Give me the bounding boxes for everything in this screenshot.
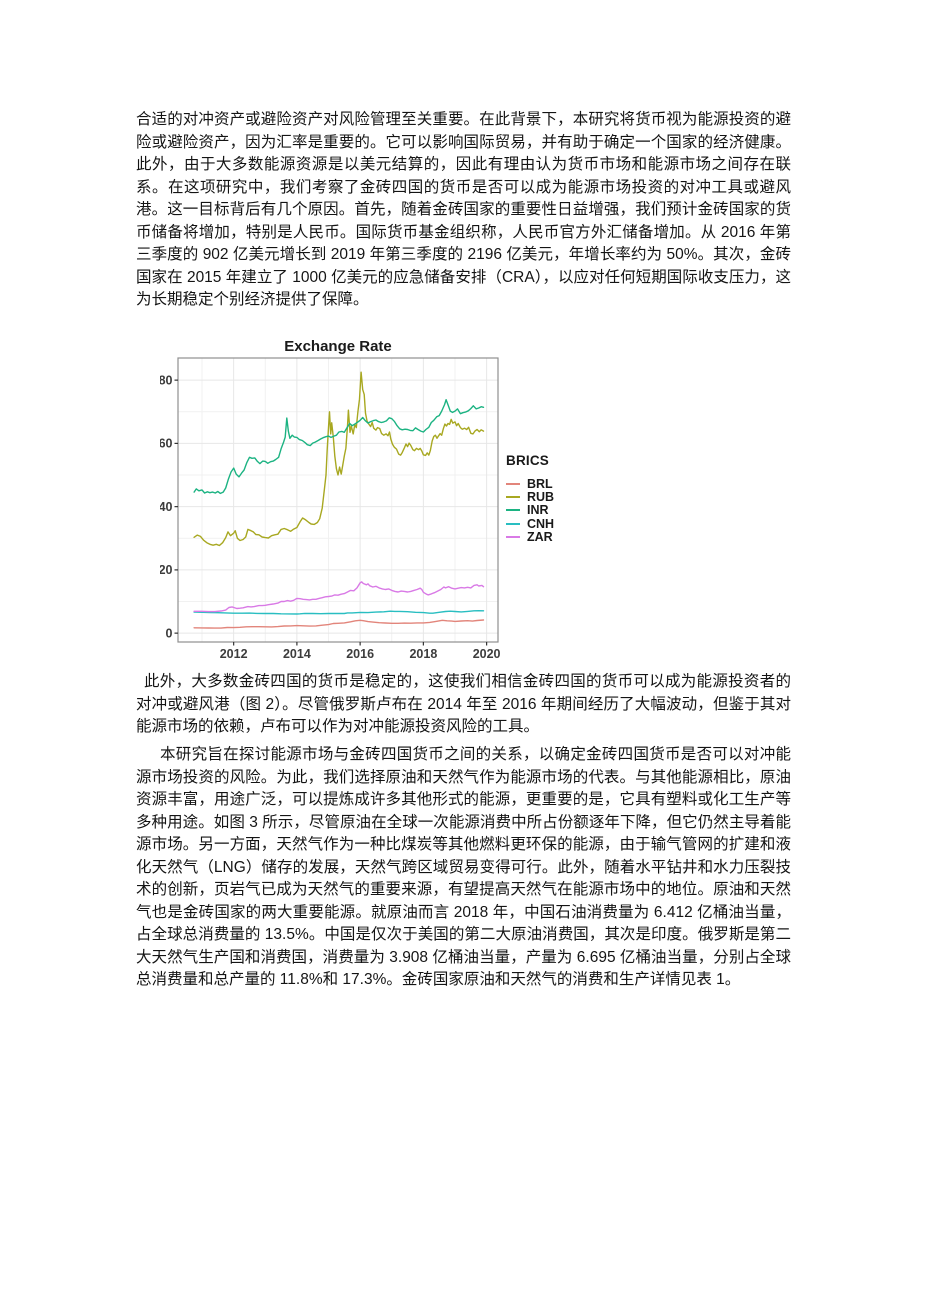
exchange-rate-chart: 0 20 40 60 80 2012 2014 2016 2018 2020 Exchange Ra… [160,338,501,661]
legend-line-swatch [506,509,520,512]
series-line-inr [193,399,485,495]
legend-line-swatch [506,522,520,525]
exchange-rate-figure: 0 20 40 60 80 2012 2014 2016 2018 2020 Exchange Ra… [160,337,580,667]
paragraph-2: 此外，大多数金砖四国的货币是稳定的，这使我们相信金砖四国的货币可以成为能源投资者… [136,673,791,735]
legend-item-label: RUB [527,490,555,505]
y-axis-tick-label: 80 [160,373,173,387]
legend-line-swatch [506,536,520,539]
y-axis-tick-label: 40 [160,500,173,514]
legend-title: BRICS [506,453,550,468]
x-axis-tick-label: 2018 [409,647,437,661]
legend-line-swatch [506,482,520,485]
y-axis-tick-label: 20 [160,563,173,577]
legend-item-label: CNH [527,516,555,531]
x-axis-tick-label: 2014 [283,647,311,661]
paragraph-3: 本研究旨在探讨能源市场与金砖四国货币之间的关系，以确定金砖四国货币是否可以对冲能… [136,746,791,988]
legend-item-cnh: CNH [506,516,555,531]
chart-legend: BRICS BRL RUB INR CNH ZAR [506,453,554,544]
series-line-cnh [193,610,485,615]
chart-title: Exchange Rate [284,338,392,355]
paragraph-1: 合适的对冲资产或避险资产对风险管理至关重要。在此背景下，本研究将货币视为能源投资… [136,111,791,308]
legend-line-swatch [506,496,520,499]
legend-item-zar: ZAR [506,530,554,545]
y-axis-tick-label: 60 [160,437,173,451]
series-line-rub [193,371,485,547]
legend-item-label: ZAR [527,530,553,545]
chart-plot-border [177,357,499,643]
x-axis-tick-label: 2016 [346,647,374,661]
legend-items: BRL RUB INR CNH ZAR [506,477,554,544]
legend-item-inr: INR [506,503,554,518]
series-line-zar [193,581,485,613]
chart-plot-area [178,358,498,642]
y-axis-tick-label: 0 [166,626,173,640]
legend-item-label: INR [527,503,549,518]
series-line-brl [193,619,485,629]
legend-item-rub: RUB [506,490,555,505]
x-axis-tick-label: 2020 [473,647,501,661]
legend-item-label: BRL [527,476,553,491]
legend-item-brl: BRL [506,476,554,491]
x-axis-tick-label: 2012 [220,647,248,661]
